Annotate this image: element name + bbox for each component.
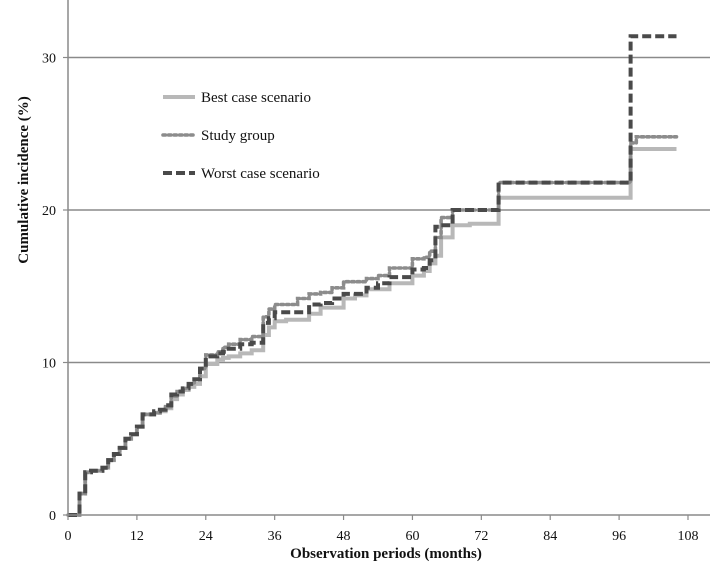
x-tick-label-108: 108 [677,529,698,544]
x-tick-label-36: 36 [268,529,282,544]
series-line-best-case-scenario [68,147,677,517]
x-tick-label-12: 12 [130,529,144,544]
series-lines [66,34,679,517]
axes [67,0,710,516]
x-tick-label-72: 72 [474,529,488,544]
legend-label-3: Worst case scenario [201,166,320,182]
x-tick-label-24: 24 [199,529,213,544]
y-tick-label-0: 0 [49,509,56,524]
y-tick-label-30: 30 [42,52,56,67]
legend-label-2: Study group [201,128,275,144]
series-line-worst-case-scenario [68,34,677,517]
y-axis-title: Cumulative incidence (%) [16,96,32,263]
y-tick-label-10: 10 [42,357,56,372]
legend: Best case scenario Study group Worst case … [161,90,320,182]
legend-label-1: Best case scenario [201,90,311,106]
x-tick-label-0: 0 [65,529,72,544]
gridlines [68,56,710,364]
x-tick-label-60: 60 [405,529,419,544]
x-axis-title: Observation periods (months) [290,546,482,562]
y-tick-label-20: 20 [42,204,56,219]
tick-labels: 0 12 24 36 48 60 72 84 96 108 0 10 20 30 [42,52,698,545]
series-line-study-group [66,135,679,517]
x-tick-label-48: 48 [337,529,351,544]
x-tick-label-84: 84 [543,529,557,544]
x-tick-label-96: 96 [612,529,626,544]
